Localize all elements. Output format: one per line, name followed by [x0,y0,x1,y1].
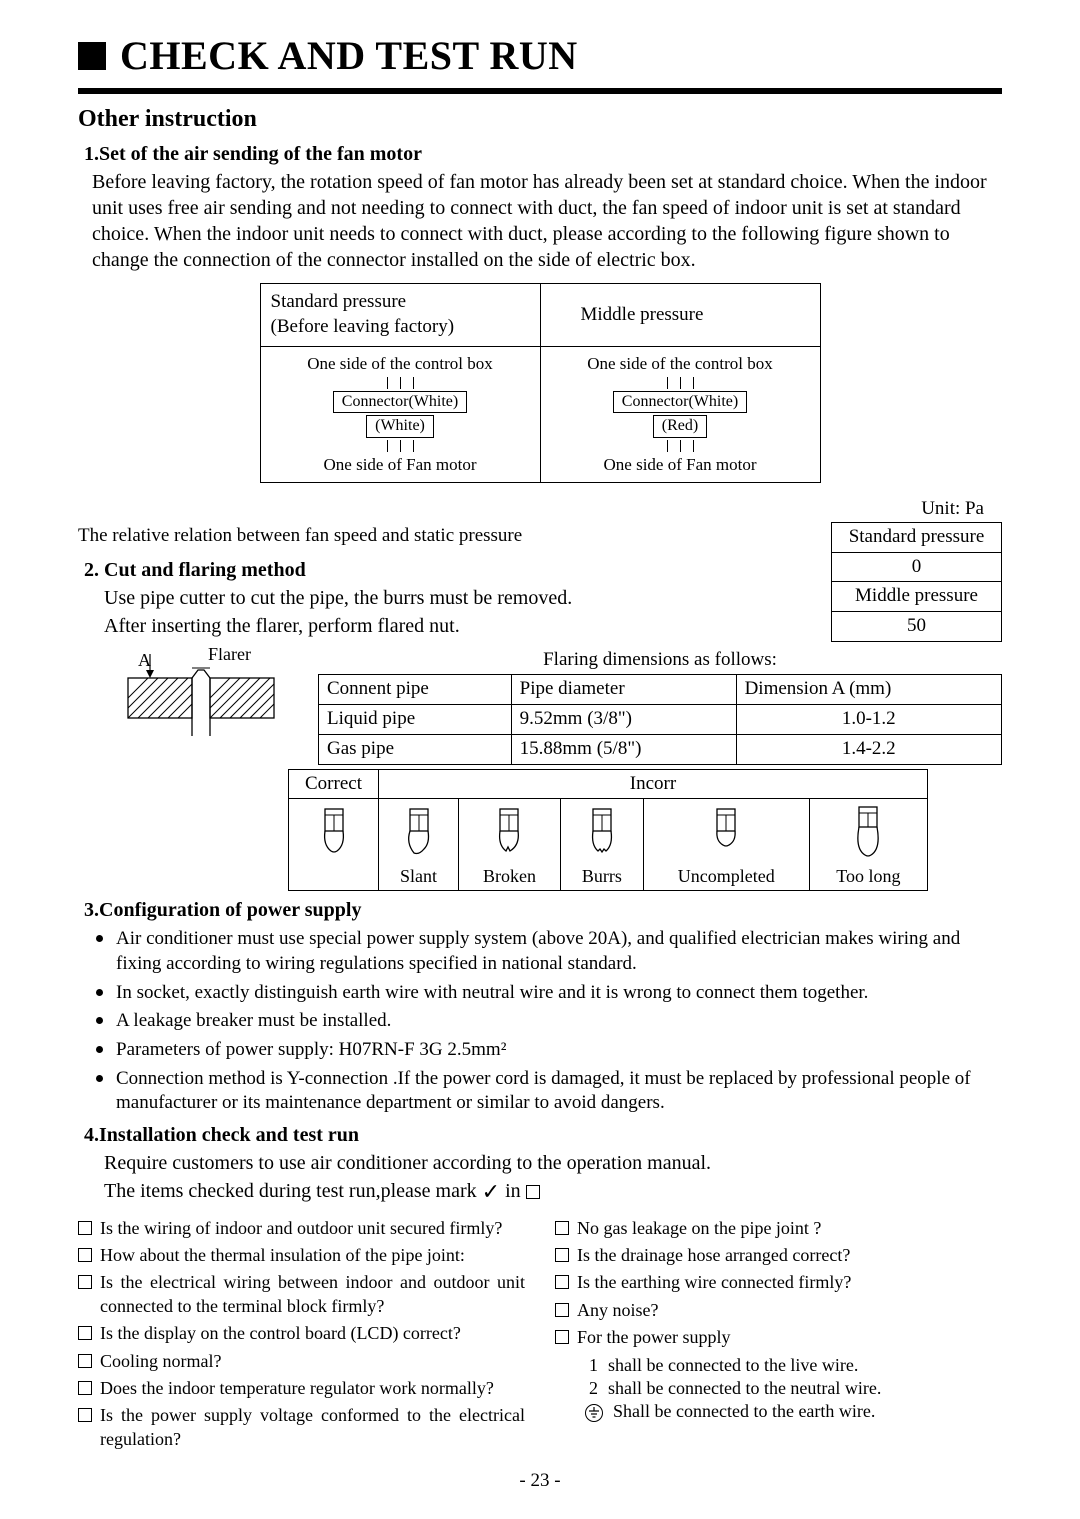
checkbox-icon[interactable] [78,1408,92,1422]
section3-item: In socket, exactly distinguish earth wir… [96,981,1002,1006]
ci-toolong: Too long [809,799,927,891]
section3-item: A leakage breaker must be installed. [96,1009,1002,1034]
section1-heading: 1.Set of the air sending of the fan moto… [84,141,1002,167]
title-rule [78,88,1002,94]
section3-list: Air conditioner must use special power s… [96,927,1002,1116]
check-item: Is the wiring of indoor and outdoor unit… [100,1217,502,1240]
check-item: No gas leakage on the pipe joint ? [577,1217,821,1240]
dimension-table: Connent pipe Pipe diameter Dimension A (… [318,674,1002,764]
checkbox-icon[interactable] [78,1248,92,1262]
title-row: CHECK AND TEST RUN [78,30,1002,82]
check-item: Is the electrical wiring between indoor … [100,1271,525,1318]
dim-r2c2: 15.88mm (5/8") [511,734,736,764]
section4-l1: Require customers to use air conditioner… [104,1150,996,1176]
pressure-mid-header: Middle pressure [540,284,820,346]
unit-label: Unit: Pa [78,497,984,522]
mid-fan-label: One side of Fan motor [604,454,757,476]
check-item: Any noise? [577,1299,658,1322]
ci-correct-header: Correct [289,769,379,799]
flarer-label: Flarer [208,648,251,664]
dim-h3: Dimension A (mm) [736,675,1001,705]
ci-broken: Broken [459,799,561,891]
flare-caption: Flaring dimensions as follows: [318,648,1002,673]
section2-l1: Use pipe cutter to cut the pipe, the bur… [104,585,805,611]
section3-item: Connection method is Y-connection .If th… [96,1067,1002,1116]
pressure-mid-cell: One side of the control box Connector(Wh… [540,346,820,483]
std-box-label: One side of the control box [307,353,493,375]
dim-r2c3: 1.4-2.2 [736,734,1001,764]
ci-slant: Slant [379,799,459,891]
checklist-right: No gas leakage on the pipe joint ? Is th… [555,1213,1002,1456]
pa-r4: 50 [832,612,1002,642]
checkbox-icon[interactable] [555,1221,569,1235]
check-item: Does the indoor temperature regulator wo… [100,1377,494,1400]
pressure-table: Standard pressure (Before leaving factor… [260,283,821,483]
check-item: Is the drainage hose arranged correct? [577,1244,850,1267]
dim-r1c2: 9.52mm (3/8") [511,705,736,735]
mid-connector-white: Connector(White) [613,391,747,414]
section1-body: Before leaving factory, the rotation spe… [92,169,996,273]
section3-heading: 3.Configuration of power supply [84,897,1002,923]
check-item: Is the earthing wire connected firmly? [577,1271,851,1294]
mid-red-label: (Red) [653,415,707,438]
dim-r1c1: Liquid pipe [319,705,512,735]
sub-earth: Shall be connected to the earth wire. [585,1400,1002,1423]
ci-incorr-header: Incorr [379,769,928,799]
subtitle: Other instruction [78,104,1002,135]
std-fan-label: One side of Fan motor [324,454,477,476]
main-title: CHECK AND TEST RUN [120,30,578,82]
section3-item: Parameters of power supply: H07RN-F 3G 2… [96,1038,1002,1063]
pa-r1: Standard pressure [832,523,1002,553]
flare-diagram: A Flarer [108,648,308,745]
sub-2: 2shall be connected to the neutral wire. [589,1377,1002,1400]
section4-heading: 4.Installation check and test run [84,1122,1002,1148]
dim-h1: Connent pipe [319,675,512,705]
page-number: - 23 - [78,1469,1002,1494]
relation-line: The relative relation between fan speed … [78,524,811,549]
check-item: How about the thermal insulation of the … [100,1244,465,1267]
section3-item: Air conditioner must use special power s… [96,927,1002,976]
check-item: Is the display on the control board (LCD… [100,1322,461,1345]
checklist-left: Is the wiring of indoor and outdoor unit… [78,1213,525,1456]
check-item: For the power supply [577,1326,730,1349]
ci-correct-shape [289,799,379,891]
std-connector-white: Connector(White) [333,391,467,414]
title-square-icon [78,42,106,70]
pa-table: Standard pressure 0 Middle pressure 50 [831,522,1002,642]
pressure-std-cell: One side of the control box Connector(Wh… [260,346,540,483]
dim-r1c3: 1.0-1.2 [736,705,1001,735]
section4-l2: The items checked during test run,please… [104,1178,996,1207]
pa-r3: Middle pressure [832,582,1002,612]
std-white-label: (White) [366,415,434,438]
checkbox-icon[interactable] [555,1248,569,1262]
checkbox-icon[interactable] [78,1326,92,1340]
section2-l2: After inserting the flarer, perform flar… [104,613,805,639]
checkbox-icon[interactable] [78,1275,92,1289]
checkbox-icon[interactable] [78,1381,92,1395]
dim-h2: Pipe diameter [511,675,736,705]
check-item: Cooling normal? [100,1350,221,1373]
check-item: Is the power supply voltage conformed to… [100,1404,525,1451]
checkbox-icon[interactable] [555,1303,569,1317]
pa-r2: 0 [832,552,1002,582]
correct-incorr-table: Correct Incorr Slant Broken Burrs Uncomp… [288,769,928,892]
checkbox-icon[interactable] [555,1330,569,1344]
sub-1: 1shall be connected to the live wire. [589,1354,1002,1377]
checkbox-icon[interactable] [78,1221,92,1235]
earth-icon [585,1404,603,1422]
ci-burrs: Burrs [560,799,643,891]
ci-uncompleted: Uncompleted [643,799,809,891]
checkbox-icon[interactable] [555,1275,569,1289]
section2-heading: 2. Cut and flaring method [84,557,811,583]
check-mark-icon: ✓ [482,1178,500,1207]
pressure-std-header: Standard pressure (Before leaving factor… [260,284,540,346]
mid-box-label: One side of the control box [587,353,773,375]
checkbox-icon [526,1185,540,1199]
dim-r2c1: Gas pipe [319,734,512,764]
checkbox-icon[interactable] [78,1354,92,1368]
flare-A-label: A [138,650,151,670]
